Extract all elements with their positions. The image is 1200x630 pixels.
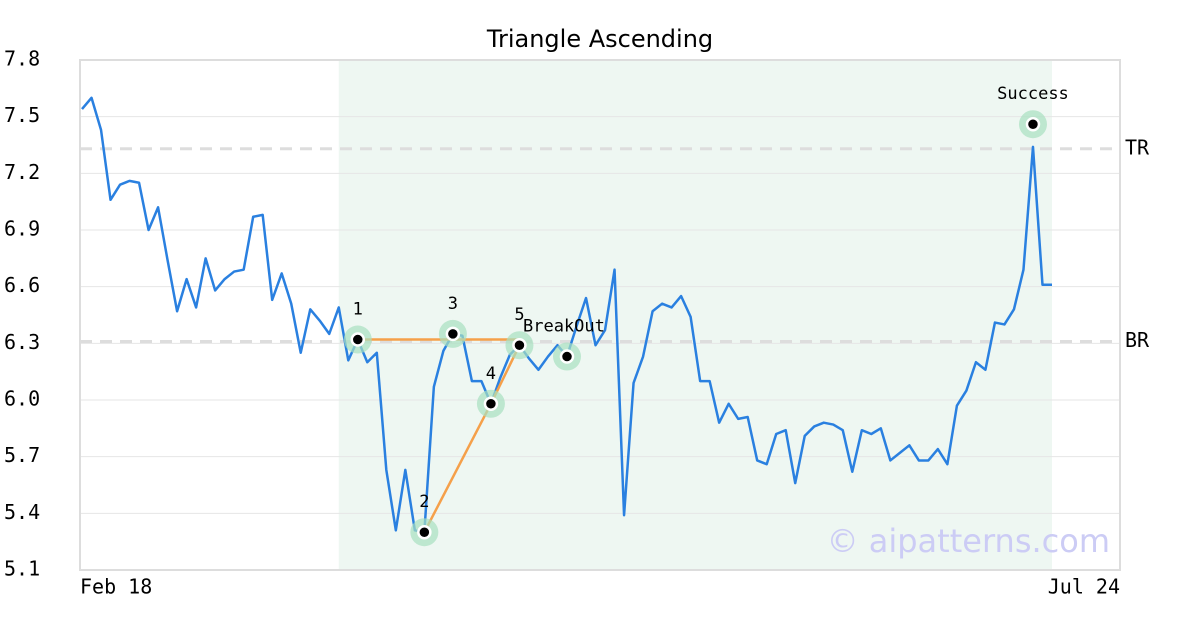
point-label: Success	[997, 84, 1069, 104]
plot-frame	[79, 59, 1121, 571]
point-marker	[483, 396, 499, 412]
point-label: 1	[353, 300, 363, 320]
point-label: 2	[419, 492, 429, 512]
y-tick-label: 6.6	[4, 273, 40, 297]
point-label: 3	[448, 294, 458, 314]
level-label: BR	[1125, 328, 1150, 352]
watermark: © aipatterns.com	[827, 522, 1110, 560]
x-tick-label: Jul 24	[1048, 575, 1120, 599]
y-tick-label: 7.8	[4, 47, 40, 71]
point-marker	[559, 349, 575, 364]
point-marker	[1025, 116, 1041, 132]
y-tick-label: 6.9	[4, 217, 40, 241]
pattern-region	[338, 60, 1052, 570]
y-tick-label: 6.3	[4, 330, 40, 354]
y-tick-label: 6.0	[4, 387, 40, 411]
point-marker	[417, 524, 432, 540]
point-label: 4	[486, 364, 496, 384]
y-tick-label: 5.7	[4, 443, 40, 467]
x-tick-label: Feb 18	[80, 575, 152, 599]
y-tick-label: 7.5	[4, 103, 40, 127]
point-label: BreakOut	[523, 317, 605, 337]
point-marker	[350, 332, 366, 347]
point-marker	[512, 337, 527, 353]
level-label: TR	[1125, 135, 1150, 159]
y-tick-label: 7.2	[4, 160, 40, 184]
chart-title: Triangle Ascending	[486, 25, 713, 53]
y-tick-label: 5.1	[4, 557, 40, 581]
y-tick-label: 5.4	[4, 500, 40, 524]
point-marker	[445, 326, 461, 342]
point-label: 5	[514, 305, 524, 325]
